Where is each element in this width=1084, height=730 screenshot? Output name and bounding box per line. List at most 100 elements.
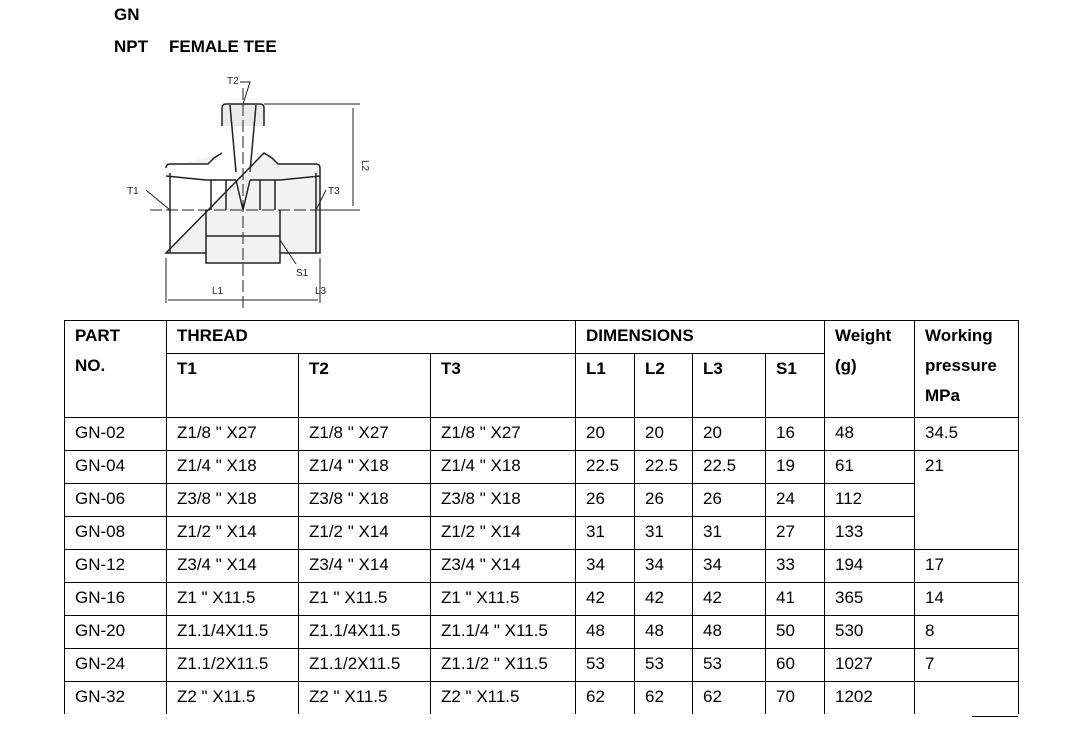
table-cell: 70: [765, 681, 825, 714]
table-cell: 62: [575, 681, 635, 714]
table-cell: 48: [692, 615, 766, 649]
table-cell: 21: [914, 450, 1019, 550]
table-cell: 22.5: [575, 450, 635, 484]
header-weight: Weight (g): [824, 320, 915, 418]
table-cell: 33: [765, 549, 825, 583]
table-cell: 20: [692, 417, 766, 451]
table-cell: 7: [914, 648, 1019, 682]
table-bottom-rule: [972, 716, 1018, 717]
table-cell: 62: [634, 681, 693, 714]
table-cell: 61: [824, 450, 915, 484]
table-cell: 14: [914, 582, 1019, 616]
table-cell: 1027: [824, 648, 915, 682]
header-working-pressure: Working pressure MPa: [914, 320, 1019, 418]
table-cell: 1202: [824, 681, 915, 714]
table-cell: 34.5: [914, 417, 1019, 451]
label-t1: T1: [127, 186, 139, 197]
table-cell: Z1/2 " X14: [166, 516, 299, 550]
table-cell: GN-32: [64, 681, 167, 714]
table-cell: 53: [692, 648, 766, 682]
table-cell: 26: [692, 483, 766, 517]
table-row: GN-32 Z2 " X11.5 Z2 " X11.5 Z2 " X11.5 62 62 6…: [64, 681, 1019, 714]
table-cell: Z2 " X11.5: [430, 681, 576, 714]
header-thread: THREAD: [166, 320, 576, 354]
table-cell: 31: [634, 516, 693, 550]
table-cell: Z3/4 " X14: [166, 549, 299, 583]
table-cell: Z1.1/2X11.5: [166, 648, 299, 682]
table-cell: GN-20: [64, 615, 167, 649]
table-row: GN-04 Z1/4 " X18 Z1/4 " X18 Z1/4 " X18 22.5 2…: [64, 450, 1019, 550]
table-cell: 42: [634, 582, 693, 616]
label-t3: T3: [328, 186, 340, 197]
table-cell: Z3/4 " X14: [430, 549, 576, 583]
table-cell: Z1.1/4X11.5: [166, 615, 299, 649]
table-cell: Z3/8 " X18: [430, 483, 576, 517]
product-name: FEMALE TEE: [169, 37, 277, 56]
table-cell: Z1/4 " X18: [430, 450, 576, 484]
label-l2: L2: [359, 160, 370, 172]
label-s1: S1: [296, 268, 309, 279]
table-cell: 42: [575, 582, 635, 616]
table-cell: Z1/8 " X27: [430, 417, 576, 451]
table-cell: Z1 " X11.5: [430, 582, 576, 616]
table-cell: 60: [765, 648, 825, 682]
header-dimensions: DIMENSIONS: [575, 320, 825, 354]
table-cell: Z1.1/4X11.5: [298, 615, 431, 649]
table-cell: Z2 " X11.5: [298, 681, 431, 714]
table-cell: Z1.1/4 " X11.5: [430, 615, 576, 649]
table-cell: Z1.1/2 " X11.5: [430, 648, 576, 682]
table-cell: 22.5: [634, 450, 693, 484]
table-row: GN-24 Z1.1/2X11.5 Z1.1/2X11.5 Z1.1/2 " X11.…: [64, 648, 1019, 682]
header-s1: S1: [765, 353, 825, 418]
table-cell: 133: [824, 516, 915, 550]
table-cell: 194: [824, 549, 915, 583]
table-cell: GN-02: [64, 417, 167, 451]
table-cell: [914, 681, 1019, 714]
table-row: GN-08 Z1/2 " X14 Z1/2 " X14 Z1/2 " X14 31 31 3…: [64, 516, 1019, 550]
header-part-no: PART NO.: [64, 320, 167, 418]
table-row: GN-06 Z3/8 " X18 Z3/8 " X18 Z3/8 " X18 26 26 2…: [64, 483, 1019, 517]
table-cell: 20: [634, 417, 693, 451]
header-t1: T1: [166, 353, 299, 418]
table-cell: 27: [765, 516, 825, 550]
label-l1: L1: [212, 286, 224, 297]
table-cell: 53: [575, 648, 635, 682]
table-cell: 50: [765, 615, 825, 649]
table-cell: GN-12: [64, 549, 167, 583]
table-cell: 530: [824, 615, 915, 649]
header-t2: T2: [298, 353, 431, 418]
table-cell: Z3/8 " X18: [298, 483, 431, 517]
table-cell: 8: [914, 615, 1019, 649]
table-cell: 16: [765, 417, 825, 451]
table-cell: 24: [765, 483, 825, 517]
header-l1: L1: [575, 353, 635, 418]
table-cell: 365: [824, 582, 915, 616]
table-cell: 34: [634, 549, 693, 583]
table-cell: Z1/2 " X14: [298, 516, 431, 550]
table-row: GN-16 Z1 " X11.5 Z1 " X11.5 Z1 " X11.5 42 42 4…: [64, 582, 1019, 616]
table-cell: Z1.1/2X11.5: [298, 648, 431, 682]
label-l3: L3: [315, 286, 327, 297]
table-cell: Z1 " X11.5: [166, 582, 299, 616]
table-cell: 17: [914, 549, 1019, 583]
table-cell: 112: [824, 483, 915, 517]
table-cell: Z1/4 " X18: [298, 450, 431, 484]
table-cell: 31: [692, 516, 766, 550]
table-cell: Z1 " X11.5: [298, 582, 431, 616]
table-cell: 42: [692, 582, 766, 616]
table-row: GN-20 Z1.1/4X11.5 Z1.1/4X11.5 Z1.1/4 " X11.…: [64, 615, 1019, 649]
table-cell: Z1/8 " X27: [298, 417, 431, 451]
table-cell: 20: [575, 417, 635, 451]
thread-type: NPT: [114, 37, 148, 56]
table-cell: 19: [765, 450, 825, 484]
table-cell: 48: [634, 615, 693, 649]
table-cell: Z3/8 " X18: [166, 483, 299, 517]
header-t3: T3: [430, 353, 576, 418]
table-cell: Z1/8 " X27: [166, 417, 299, 451]
table-cell: 48: [575, 615, 635, 649]
series-code: GN: [114, 5, 140, 24]
table-row: GN-12 Z3/4 " X14 Z3/4 " X14 Z3/4 " X14 34 34 3…: [64, 549, 1019, 583]
table-cell: Z1/4 " X18: [166, 450, 299, 484]
table-cell: Z1/2 " X14: [430, 516, 576, 550]
table-cell: GN-04: [64, 450, 167, 484]
